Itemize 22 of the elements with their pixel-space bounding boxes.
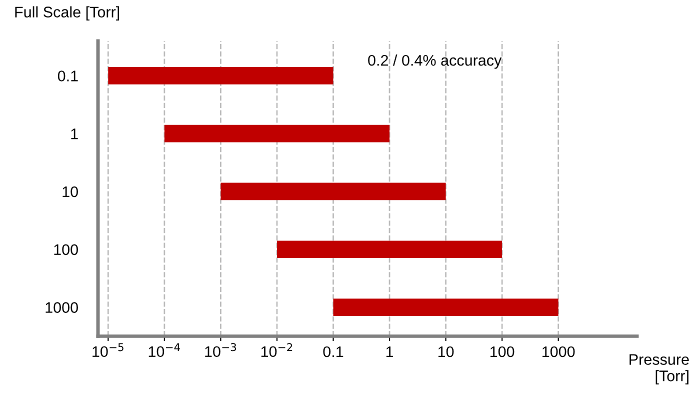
- y-tick-label: 1000: [46, 302, 78, 313]
- x-tick-label: 10$^{−3}$: [205, 343, 236, 358]
- x-tick-label: 10$^{−4}$: [148, 343, 180, 358]
- y-tick-label: 1: [71, 128, 78, 140]
- x-tick-label: 1: [386, 346, 394, 357]
- bar: [220, 182, 446, 200]
- y-tick-label: 100: [54, 244, 78, 256]
- x-tick-label: 10$^{−5}$: [92, 343, 124, 358]
- annotation: 0.2 / 0.4% accuracy: [368, 54, 502, 69]
- x-tick-label: 1000: [542, 346, 575, 358]
- x-tick-label: 100: [490, 346, 514, 358]
- bar: [108, 67, 334, 84]
- x-tick-label: 0.1: [323, 346, 344, 358]
- bar: [276, 240, 502, 258]
- bar: [164, 124, 390, 142]
- bar: [333, 298, 558, 316]
- y-tick-label: 0.1: [58, 70, 78, 82]
- x-tick-label: 10$^{−2}$: [261, 343, 292, 358]
- y-tick-label: 10: [62, 186, 78, 198]
- x-tick-label: 10: [438, 346, 454, 358]
- x-axis-title: Pressure [Torr]: [630, 354, 689, 384]
- y-axis-title: Full Scale [Torr]: [15, 6, 120, 20]
